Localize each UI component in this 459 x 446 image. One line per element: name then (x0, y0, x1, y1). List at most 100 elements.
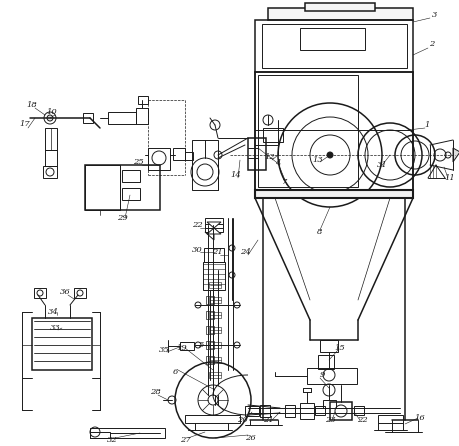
Bar (206, 296, 213, 304)
Circle shape (47, 115, 53, 121)
Bar (206, 311, 213, 319)
Bar (245, 406, 258, 416)
Polygon shape (207, 228, 220, 234)
Text: 20: 20 (236, 416, 247, 424)
Bar (173, 148, 185, 160)
Text: 19: 19 (176, 344, 187, 352)
Text: 36: 36 (60, 288, 70, 296)
Bar (43, 166, 57, 178)
Text: 17: 17 (20, 120, 30, 128)
Bar (254, 190, 412, 198)
Text: 3: 3 (431, 11, 437, 19)
Text: 31: 31 (376, 161, 386, 169)
Text: 34: 34 (48, 308, 58, 316)
Bar (254, 20, 412, 72)
Bar (299, 28, 364, 50)
Bar (85, 165, 160, 210)
Circle shape (326, 152, 332, 158)
Bar (179, 342, 194, 350)
Text: 25: 25 (132, 158, 143, 166)
Bar (257, 75, 357, 187)
Text: 5: 5 (199, 341, 204, 349)
Bar (208, 282, 220, 288)
Bar (45, 128, 57, 150)
Bar (329, 402, 351, 420)
Bar (74, 288, 86, 298)
Bar (208, 342, 220, 348)
Text: 29: 29 (117, 214, 127, 222)
Bar (108, 112, 136, 124)
Text: 10: 10 (46, 108, 57, 116)
Bar (254, 72, 412, 190)
Polygon shape (452, 148, 459, 162)
Polygon shape (205, 224, 223, 232)
Text: 21: 21 (262, 416, 273, 424)
Bar (208, 312, 220, 318)
Text: 22: 22 (191, 221, 202, 229)
Text: 30: 30 (191, 246, 202, 254)
Bar (208, 357, 220, 363)
Text: 8: 8 (317, 228, 322, 236)
Bar (185, 415, 240, 423)
Bar (90, 428, 165, 438)
Text: 7: 7 (282, 178, 287, 186)
Bar (247, 138, 265, 170)
Bar (208, 327, 220, 333)
Text: 13: 13 (312, 156, 323, 164)
Bar (322, 400, 335, 408)
Bar (45, 150, 57, 166)
Text: 6: 6 (172, 368, 177, 376)
Text: 23: 23 (324, 416, 335, 424)
Bar (32, 318, 92, 370)
Text: 4: 4 (275, 159, 280, 167)
Text: 27: 27 (179, 436, 190, 444)
Text: 26: 26 (244, 434, 255, 442)
Text: 12: 12 (264, 153, 275, 161)
Bar (299, 403, 313, 419)
Bar (202, 262, 224, 290)
Bar (377, 415, 402, 423)
Text: 15: 15 (334, 344, 345, 352)
Bar (206, 326, 213, 334)
Bar (208, 372, 220, 378)
Text: 11: 11 (444, 174, 454, 182)
Bar (319, 340, 337, 352)
Bar (262, 24, 406, 68)
Bar (90, 432, 110, 438)
Text: 18: 18 (27, 101, 37, 109)
Bar (138, 96, 148, 104)
Bar (317, 355, 333, 369)
Bar (83, 113, 93, 123)
Text: 14: 14 (230, 171, 241, 179)
Bar (208, 297, 220, 303)
Text: 32: 32 (106, 436, 117, 444)
Bar (148, 148, 170, 170)
Text: 2: 2 (428, 40, 434, 48)
Polygon shape (205, 224, 223, 240)
Text: 22: 22 (356, 416, 367, 424)
Bar (191, 140, 218, 190)
Bar (34, 288, 46, 298)
Text: 28: 28 (149, 388, 160, 396)
Bar (268, 8, 412, 20)
Bar (206, 341, 213, 349)
Text: 1: 1 (423, 121, 429, 129)
Bar (185, 152, 193, 160)
Bar (122, 170, 140, 182)
Bar (205, 218, 223, 228)
Polygon shape (207, 222, 220, 228)
Bar (314, 406, 325, 415)
Bar (304, 3, 374, 11)
Bar (85, 165, 120, 210)
Text: 9: 9 (319, 371, 324, 379)
Text: 16: 16 (414, 414, 425, 422)
Bar (306, 368, 356, 384)
Text: 33: 33 (50, 324, 60, 332)
Bar (353, 406, 363, 415)
Bar (259, 405, 269, 417)
Bar (122, 188, 140, 200)
Bar (206, 356, 213, 364)
Text: 24: 24 (239, 248, 250, 256)
Bar (203, 248, 224, 262)
Bar (136, 108, 148, 124)
